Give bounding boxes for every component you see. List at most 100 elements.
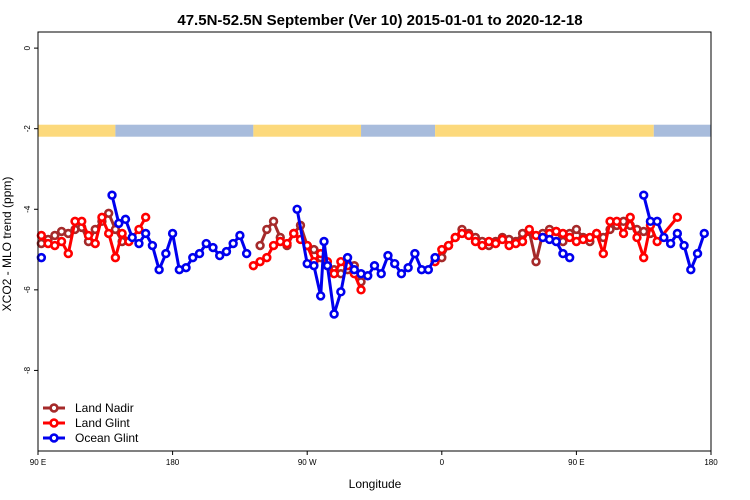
data-point-land-glint: [83, 230, 94, 241]
data-point-ocean-glint: [665, 238, 676, 249]
data-point-land-glint: [97, 212, 107, 223]
data-point-land-glint: [134, 224, 144, 235]
data-point-land-nadir: [262, 224, 272, 235]
data-point-land-glint: [329, 269, 339, 279]
data-point-ocean-glint: [423, 265, 434, 275]
data-point-land-glint: [56, 236, 67, 247]
data-point-ocean-glint: [167, 228, 178, 239]
data-point-land-glint: [618, 228, 629, 239]
data-point-ocean-glint: [181, 262, 191, 273]
data-point-ocean-glint: [134, 238, 144, 249]
data-point-land-glint: [672, 212, 683, 223]
x-tick-label: 180: [704, 458, 718, 467]
data-point-ocean-glint: [652, 216, 662, 227]
data-point-land-nadir: [571, 224, 582, 235]
data-point-ocean-glint: [194, 248, 205, 259]
legend-label-ocean-glint: Ocean Glint: [75, 431, 139, 445]
data-point-land-glint: [497, 234, 508, 245]
data-point-ocean-glint: [396, 269, 407, 279]
data-point-ocean-glint: [322, 260, 333, 271]
data-point-land-glint: [110, 252, 121, 263]
data-point-land-glint: [524, 224, 534, 235]
data-point-ocean-glint: [147, 240, 158, 251]
data-point-land-glint: [437, 244, 447, 255]
data-point-ocean-glint: [208, 242, 218, 253]
y-axis: 0 -2 -4 -6 -8: [23, 45, 38, 374]
data-point-land-glint: [625, 212, 635, 223]
data-point-land-glint: [598, 248, 609, 259]
data-point-land-glint: [282, 238, 292, 249]
data-point-ocean-glint: [363, 271, 373, 281]
data-point-land-glint: [262, 252, 272, 263]
legend-marker-ocean-glint: [49, 433, 59, 443]
x-tick-label: 90 E: [568, 458, 584, 467]
data-point-land-glint: [140, 212, 151, 223]
data-point-ocean-glint: [551, 236, 561, 247]
x-tick-label: 90 W: [298, 458, 317, 467]
data-point-land-glint: [443, 240, 454, 251]
data-point-land-glint: [464, 230, 474, 241]
series-land-glint: [36, 212, 683, 295]
data-point-ocean-glint: [235, 230, 245, 241]
data-point-ocean-glint: [383, 250, 393, 261]
data-point-land-glint: [585, 232, 595, 243]
data-point-land-glint: [255, 256, 265, 267]
data-point-ocean-glint: [389, 258, 400, 269]
data-point-ocean-glint: [329, 309, 339, 319]
data-point-ocean-glint: [342, 252, 353, 263]
legend-label-land-nadir: Land Nadir: [75, 401, 134, 415]
data-point-land-glint: [470, 236, 481, 247]
data-point-ocean-glint: [319, 236, 329, 247]
mask-segment-ocean: [361, 124, 436, 137]
data-point-ocean-glint: [376, 269, 386, 279]
x-tick-label: 0: [440, 458, 445, 467]
data-point-ocean-glint: [154, 265, 164, 275]
data-point-land-glint: [612, 216, 622, 227]
data-point-land-glint: [558, 228, 568, 239]
y-tick-label: -6: [23, 286, 32, 294]
mask-segment-land: [253, 124, 362, 137]
data-point-land-nadir: [255, 240, 265, 251]
data-point-land-glint: [268, 240, 279, 251]
legend-marker-land-glint: [49, 418, 59, 428]
data-point-ocean-glint: [36, 252, 47, 263]
data-point-ocean-glint: [410, 248, 420, 259]
legend-marker-land-nadir: [49, 403, 59, 413]
chart-title: 47.5N-52.5N September (Ver 10) 2015-01-0…: [177, 12, 582, 29]
x-tick-label: 90 E: [30, 458, 46, 467]
data-point-land-glint: [336, 256, 346, 267]
data-point-land-glint: [450, 232, 460, 243]
data-point-land-glint: [248, 260, 259, 271]
x-axis-label: Longitude: [349, 477, 402, 491]
legend-label-land-glint: Land Glint: [75, 416, 130, 430]
data-point-land-glint: [652, 236, 662, 247]
data-point-ocean-glint: [221, 246, 232, 257]
data-point-land-glint: [564, 232, 575, 243]
data-point-ocean-glint: [403, 262, 413, 273]
data-point-ocean-glint: [564, 252, 575, 263]
series-layer: [36, 190, 709, 319]
x-tick-label: 180: [166, 458, 180, 467]
data-point-land-glint: [356, 285, 366, 295]
data-point-land-glint: [289, 228, 299, 239]
data-point-ocean-glint: [686, 265, 696, 275]
data-point-ocean-glint: [127, 232, 137, 243]
mask-segment-ocean: [653, 124, 711, 137]
data-point-land-glint: [63, 248, 73, 259]
data-point-ocean-glint: [679, 240, 689, 251]
data-point-land-glint: [77, 216, 87, 227]
data-point-ocean-glint: [309, 260, 319, 271]
data-point-ocean-glint: [114, 218, 124, 229]
data-point-ocean-glint: [430, 252, 440, 263]
y-tick-label: 0: [23, 45, 32, 50]
data-point-ocean-glint: [638, 190, 649, 200]
data-point-land-nadir: [531, 256, 541, 267]
data-point-land-glint: [477, 240, 487, 251]
data-point-land-glint: [36, 230, 47, 241]
data-point-land-glint: [632, 232, 642, 243]
data-point-ocean-glint: [161, 248, 171, 259]
data-point-ocean-glint: [692, 248, 703, 259]
data-point-land-glint: [90, 238, 100, 249]
